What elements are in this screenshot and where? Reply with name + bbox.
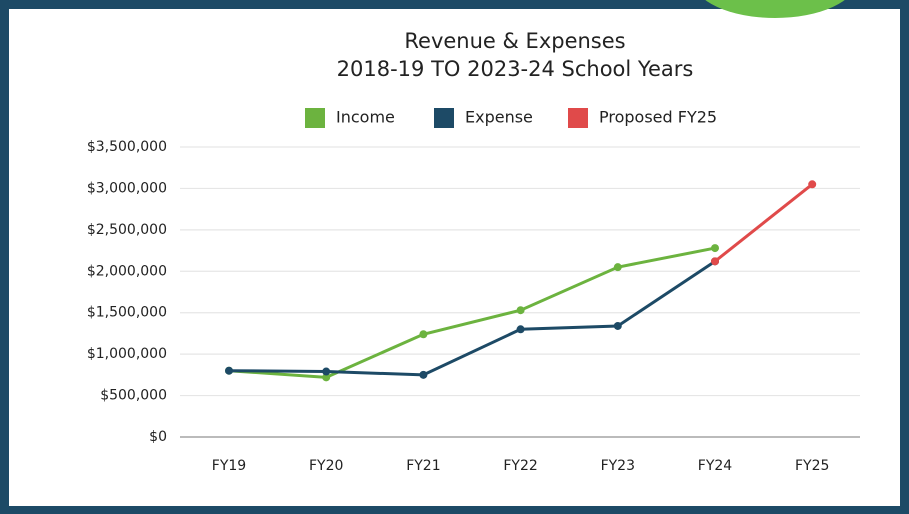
panel <box>9 9 900 506</box>
point <box>419 370 428 379</box>
series-line <box>714 183 814 263</box>
point <box>322 373 331 382</box>
point <box>419 330 428 339</box>
x-tick-label: FY22 <box>503 458 537 474</box>
legend-label: Expense <box>465 108 533 127</box>
y-tick-label: $2,000,000 <box>87 263 167 279</box>
point <box>225 366 233 375</box>
y-tick-label: $500,000 <box>100 388 167 404</box>
x-tick-label: FY20 <box>309 458 343 474</box>
point <box>613 263 622 272</box>
legend-swatch <box>434 108 454 128</box>
y-tick-label: $1,500,000 <box>87 305 167 321</box>
point <box>808 180 817 189</box>
point <box>322 367 331 376</box>
x-tick-label: FY23 <box>601 458 635 474</box>
chart-title: Revenue & Expenses <box>404 29 625 53</box>
x-tick-label: FY21 <box>406 458 440 474</box>
y-tick-label: $3,000,000 <box>87 180 167 196</box>
legend-swatch <box>305 108 325 128</box>
point <box>516 325 525 334</box>
point <box>516 306 525 315</box>
point <box>711 257 719 266</box>
series-line <box>228 260 716 377</box>
series-line <box>228 246 716 379</box>
x-tick-label: FY25 <box>795 458 829 474</box>
legend-label: Income <box>336 108 395 127</box>
y-tick-label: $3,500,000 <box>87 139 167 155</box>
chart-subtitle: 2018-19 TO 2023-24 School Years <box>337 57 694 81</box>
y-tick-label: $2,500,000 <box>87 222 167 238</box>
legend-label: Proposed FY25 <box>599 108 717 127</box>
x-tick-label: FY24 <box>698 458 733 474</box>
legend-swatch <box>568 108 588 128</box>
y-tick-label: $1,000,000 <box>87 346 167 362</box>
point <box>613 321 622 330</box>
y-tick-label: $0 <box>149 429 167 445</box>
x-tick-label: FY19 <box>212 458 246 474</box>
decor-circle <box>705 0 845 18</box>
point <box>711 244 719 253</box>
